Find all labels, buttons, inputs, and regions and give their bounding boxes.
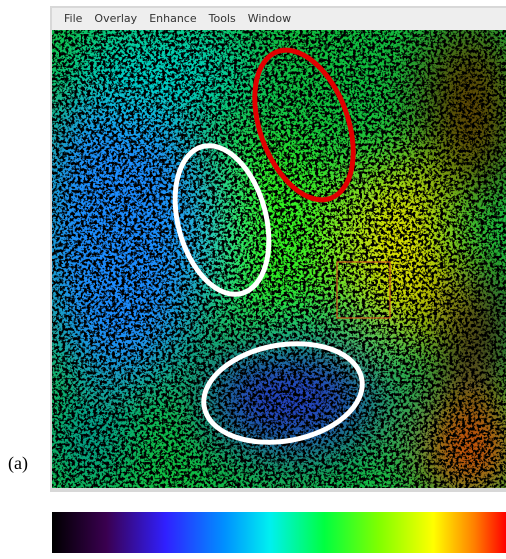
menu-item[interactable]: Enhance: [149, 12, 197, 25]
menu-item[interactable]: Tools: [208, 12, 236, 25]
menu-item[interactable]: Window: [248, 12, 291, 25]
speckle: [52, 30, 506, 488]
menu: File Overlay Enhance Tools Window: [64, 12, 291, 25]
panel-label: (a): [8, 453, 28, 474]
colorbar: [52, 512, 506, 553]
image: [30, 20, 506, 500]
screenshot: File Overlay Enhance Tools Window (a): [0, 0, 506, 555]
menu-item[interactable]: File: [64, 12, 83, 25]
menu-item[interactable]: Overlay: [94, 12, 137, 25]
page: File Overlay Enhance Tools Window (a): [0, 0, 506, 555]
